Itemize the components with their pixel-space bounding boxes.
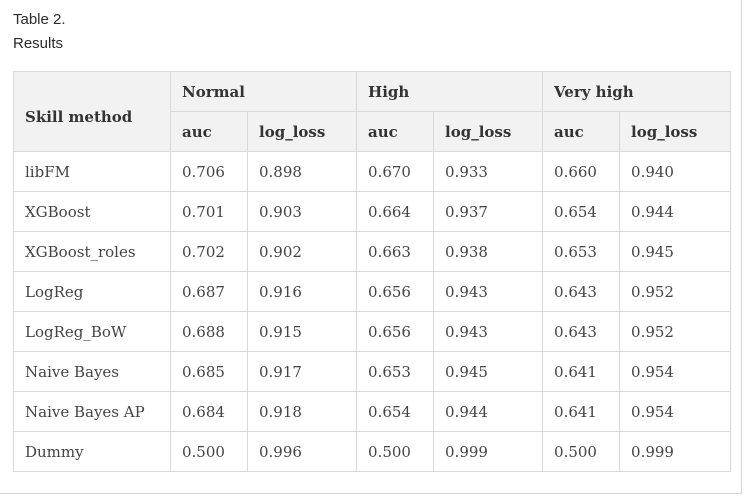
value-cell: 0.702 [170, 231, 248, 272]
value-cell: 0.999 [619, 431, 732, 472]
value-cell: 0.933 [433, 151, 544, 192]
table-caption: Table 2. Results [13, 8, 66, 56]
value-cell: 0.999 [433, 431, 544, 472]
table-label: Table 2. [13, 11, 66, 28]
value-cell: 0.954 [619, 351, 732, 392]
value-cell: 0.916 [246, 271, 358, 312]
value-cell: 0.937 [433, 191, 544, 232]
value-cell: 0.917 [246, 351, 358, 392]
table-row: Dummy 0.500 0.996 0.500 0.999 0.500 0.99… [13, 431, 732, 472]
value-cell: 0.903 [246, 191, 358, 232]
value-cell: 0.500 [356, 431, 435, 472]
value-cell: 0.940 [619, 151, 732, 192]
group-header-normal: Normal [169, 71, 358, 112]
value-cell: 0.701 [170, 191, 248, 232]
table-row: Naive Bayes AP 0.684 0.918 0.654 0.944 0… [13, 391, 732, 432]
value-cell: 0.670 [356, 151, 435, 192]
value-cell: 0.943 [433, 271, 544, 312]
value-cell: 0.688 [170, 311, 248, 352]
value-cell: 0.660 [542, 151, 621, 192]
value-cell: 0.944 [433, 391, 544, 432]
value-cell: 0.641 [542, 351, 621, 392]
value-cell: 0.945 [619, 231, 732, 272]
method-cell: Dummy [13, 431, 171, 472]
table-row: LogReg 0.687 0.916 0.656 0.943 0.643 0.9… [13, 271, 732, 312]
value-cell: 0.664 [356, 191, 435, 232]
metric-header: log_loss [619, 111, 732, 152]
value-cell: 0.641 [542, 391, 621, 432]
skill-method-header: Skill method [13, 71, 171, 152]
method-cell: XGBoost_roles [13, 231, 171, 272]
value-cell: 0.898 [246, 151, 358, 192]
value-cell: 0.643 [542, 271, 621, 312]
value-cell: 0.500 [542, 431, 621, 472]
value-cell: 0.653 [542, 231, 621, 272]
value-cell: 0.656 [356, 311, 435, 352]
value-cell: 0.684 [170, 391, 248, 432]
metric-header: log_loss [246, 111, 358, 152]
table-title: Results [13, 35, 64, 52]
value-cell: 0.996 [246, 431, 358, 472]
value-cell: 0.952 [619, 311, 732, 352]
value-cell: 0.945 [433, 351, 544, 392]
table-row: XGBoost 0.701 0.903 0.664 0.937 0.654 0.… [13, 191, 732, 232]
value-cell: 0.902 [246, 231, 358, 272]
table-row: XGBoost_roles 0.702 0.902 0.663 0.938 0.… [13, 231, 732, 272]
method-cell: libFM [13, 151, 171, 192]
method-cell: Naive Bayes AP [13, 391, 171, 432]
value-cell: 0.918 [246, 391, 358, 432]
value-cell: 0.952 [619, 271, 732, 312]
value-cell: 0.653 [356, 351, 435, 392]
value-cell: 0.656 [356, 271, 435, 312]
table-row: LogReg_BoW 0.688 0.915 0.656 0.943 0.643… [13, 311, 732, 352]
value-cell: 0.943 [433, 311, 544, 352]
value-cell: 0.654 [542, 191, 621, 232]
value-cell: 0.654 [356, 391, 435, 432]
value-cell: 0.954 [619, 391, 732, 432]
header-group-row: Skill method Normal High Very high [13, 71, 732, 152]
header-metric-row: auc log_loss auc log_loss auc log_loss [14, 111, 732, 152]
method-cell: Naive Bayes [13, 351, 171, 392]
group-header-very-high: Very high [542, 71, 732, 112]
method-cell: XGBoost [13, 191, 171, 232]
value-cell: 0.706 [170, 151, 248, 192]
value-cell: 0.663 [356, 231, 435, 272]
value-cell: 0.944 [619, 191, 732, 232]
method-cell: LogReg [13, 271, 171, 312]
results-table: Skill method Normal High Very high auc l… [13, 71, 732, 472]
metric-header: auc [356, 111, 435, 152]
results-body: libFM 0.706 0.898 0.670 0.933 0.660 0.94… [13, 151, 732, 472]
value-cell: 0.938 [433, 231, 544, 272]
value-cell: 0.915 [246, 311, 358, 352]
value-cell: 0.687 [170, 271, 248, 312]
metric-header: auc [542, 111, 621, 152]
value-cell: 0.643 [542, 311, 621, 352]
value-cell: 0.500 [170, 431, 248, 472]
metric-header: log_loss [433, 111, 544, 152]
method-cell: LogReg_BoW [13, 311, 171, 352]
metric-header: auc [170, 111, 248, 152]
value-cell: 0.685 [170, 351, 248, 392]
table-row: libFM 0.706 0.898 0.670 0.933 0.660 0.94… [13, 151, 732, 192]
group-header-high: High [356, 71, 544, 112]
table-row: Naive Bayes 0.685 0.917 0.653 0.945 0.64… [13, 351, 732, 392]
